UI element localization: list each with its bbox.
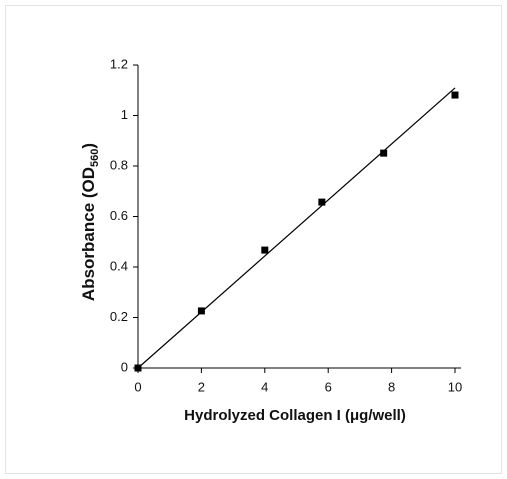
- frame: [5, 5, 502, 474]
- y-label-subscript: 560: [89, 149, 101, 167]
- y-tick-label: 0: [121, 359, 128, 374]
- x-tick-label: 0: [134, 379, 141, 394]
- data-point: [380, 149, 388, 157]
- y-tick-label: 0.6: [110, 208, 128, 223]
- x-tick-label: 4: [261, 379, 268, 394]
- x-tick-label: 8: [388, 379, 395, 394]
- x-tick-label: 2: [198, 379, 205, 394]
- y-tick-label: 0.8: [110, 157, 128, 172]
- x-axis-label: Hydrolyzed Collagen I (μg/well): [184, 407, 406, 424]
- y-tick-label: 0.4: [110, 258, 128, 273]
- y-axis-label: Absorbance (OD560): [79, 143, 100, 301]
- y-label-main: Absorbance (OD: [79, 167, 98, 301]
- trend-line: [137, 87, 456, 369]
- data-point: [197, 307, 205, 315]
- data-point: [451, 91, 459, 99]
- x-tick-label: 6: [325, 379, 332, 394]
- data-point: [134, 364, 142, 372]
- y-tick-label: 0.2: [110, 309, 128, 324]
- data-point: [261, 246, 269, 254]
- y-tick-label: 1.2: [110, 56, 128, 71]
- x-tick-label: 10: [448, 379, 462, 394]
- y-label-end: ): [79, 143, 98, 149]
- data-point: [318, 198, 326, 206]
- y-tick-label: 1: [121, 107, 128, 122]
